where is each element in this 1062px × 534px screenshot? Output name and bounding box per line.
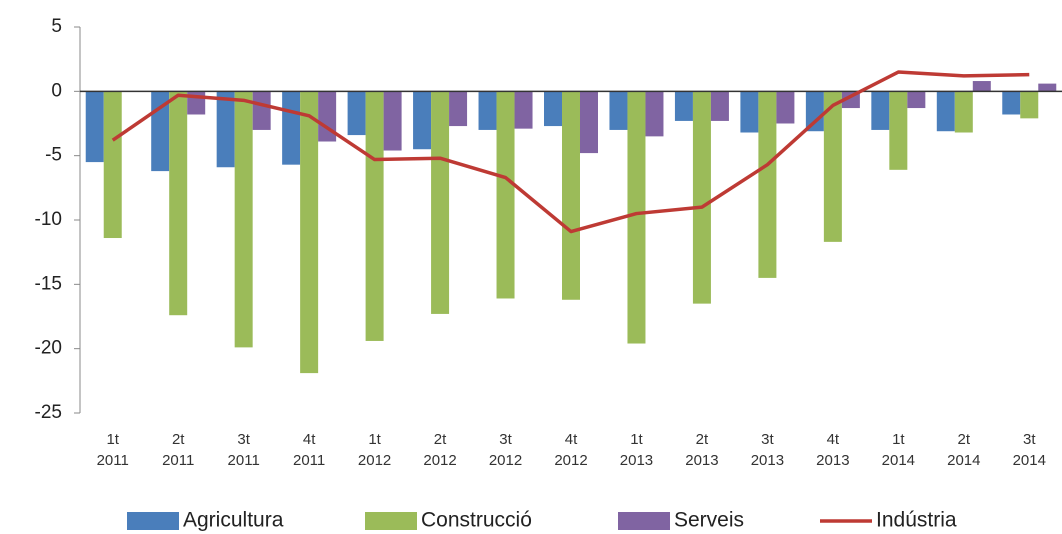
- x-tick-label: 2014: [947, 452, 980, 469]
- bar: [544, 91, 562, 127]
- bar: [216, 91, 235, 168]
- bar: [365, 91, 384, 341]
- x-tick-label: 2013: [620, 452, 653, 469]
- y-tick-label: -25: [35, 402, 62, 423]
- bar: [805, 91, 824, 132]
- y-tick-label: 5: [51, 16, 62, 37]
- y-tick-label: -20: [35, 338, 62, 359]
- x-tick-label: 1t: [106, 431, 119, 448]
- x-tick-label: 4t: [565, 431, 578, 448]
- x-tick-label: 3t: [237, 431, 250, 448]
- bar: [609, 91, 628, 130]
- x-tick-label: 2013: [816, 452, 849, 469]
- bar: [562, 91, 580, 300]
- bar: [449, 91, 468, 127]
- legend-swatch: [365, 512, 417, 530]
- x-tick-label: 2t: [696, 431, 709, 448]
- x-tick-label: 2011: [97, 452, 129, 469]
- bar: [413, 91, 432, 150]
- line: [111, 70, 1030, 234]
- x-tick-label: 1t: [892, 431, 905, 448]
- x-tick-label: 2013: [685, 452, 718, 469]
- legend-label: Indústria: [876, 509, 957, 532]
- bar: [252, 91, 271, 130]
- bar: [478, 91, 497, 130]
- bar: [496, 91, 515, 299]
- x-tick-label: 2012: [554, 452, 587, 469]
- bar: [907, 91, 926, 109]
- x-tick-label: 2011: [228, 452, 260, 469]
- y-tick-label: -15: [35, 273, 62, 294]
- x-tick-label: 3t: [499, 431, 512, 448]
- bar: [871, 91, 890, 130]
- bar: [1002, 91, 1021, 115]
- x-tick-label: 4t: [303, 431, 316, 448]
- x-tick-label: 3t: [1023, 431, 1036, 448]
- x-tick-label: 2014: [1013, 452, 1046, 469]
- bar: [692, 91, 711, 304]
- bar: [580, 91, 598, 154]
- legend-label: Serveis: [674, 509, 744, 532]
- bar: [740, 91, 759, 133]
- x-tick-label: 2t: [172, 431, 185, 448]
- bar: [823, 91, 842, 242]
- legend-swatch: [618, 512, 670, 530]
- bar: [514, 91, 533, 129]
- x-tick-label: 1t: [630, 431, 643, 448]
- y-tick-label: -5: [45, 145, 62, 166]
- bar: [282, 91, 301, 165]
- legend-swatch: [127, 512, 179, 530]
- x-tick-label: 1t: [368, 431, 381, 448]
- bar: [1038, 83, 1057, 92]
- bar: [645, 91, 664, 137]
- bar: [710, 91, 729, 121]
- bar: [103, 91, 122, 239]
- bar: [234, 91, 253, 348]
- y-tick-label: 0: [51, 80, 62, 101]
- bar: [972, 81, 991, 92]
- bar: [758, 91, 777, 278]
- bar: [1020, 91, 1039, 119]
- legend-label: Agricultura: [183, 509, 284, 532]
- legend-label: Construcció: [421, 509, 532, 532]
- bar: [889, 91, 908, 170]
- bar: [674, 91, 693, 121]
- x-tick-label: 3t: [761, 431, 774, 448]
- bar: [300, 91, 319, 374]
- y-tick-label: -10: [35, 209, 62, 230]
- bar: [347, 91, 366, 136]
- bar: [627, 91, 646, 344]
- bar: [169, 91, 188, 316]
- x-tick-label: 2011: [162, 452, 194, 469]
- x-tick-label: 2012: [358, 452, 391, 469]
- bar: [954, 91, 973, 133]
- bar: [936, 91, 955, 132]
- x-tick-label: 2014: [882, 452, 915, 469]
- x-tick-label: 2012: [423, 452, 456, 469]
- x-tick-label: 2013: [751, 452, 784, 469]
- bar: [776, 91, 795, 124]
- x-tick-label: 2t: [958, 431, 971, 448]
- x-tick-label: 4t: [827, 431, 840, 448]
- bar: [431, 91, 450, 314]
- bar: [85, 91, 104, 163]
- x-tick-label: 2012: [489, 452, 522, 469]
- x-tick-label: 2011: [293, 452, 325, 469]
- bar: [383, 91, 402, 151]
- x-tick-label: 2t: [434, 431, 447, 448]
